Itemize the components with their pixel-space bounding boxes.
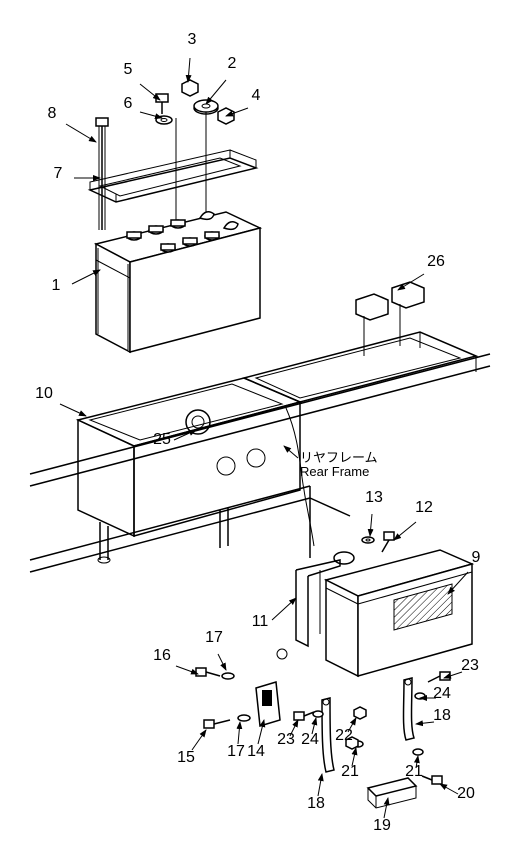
callout-line xyxy=(370,514,372,536)
callout-line xyxy=(192,730,206,750)
callout-number: 23 xyxy=(461,657,479,674)
callout-line xyxy=(140,84,160,100)
callout-number: 22 xyxy=(335,727,353,744)
callout-number: 26 xyxy=(427,253,445,270)
callout-number: 3 xyxy=(188,31,197,48)
part-straps-18 xyxy=(322,678,414,772)
callout-number: 16 xyxy=(153,647,171,664)
part-fasteners-lower-right xyxy=(294,672,450,784)
exploded-diagram: 1234567891011121314151617171818192021212… xyxy=(0,0,522,866)
callout-number: 4 xyxy=(252,87,261,104)
rear-frame xyxy=(30,354,490,572)
callout-line xyxy=(188,58,190,82)
callout-line xyxy=(176,666,198,674)
callout-number: 12 xyxy=(415,499,433,516)
callout-line xyxy=(416,722,434,724)
callout-number: 18 xyxy=(433,707,451,724)
callout-line xyxy=(440,784,458,794)
part-12-13 xyxy=(362,532,394,552)
callout-number: 21 xyxy=(405,763,423,780)
callout-number: 25 xyxy=(153,431,171,448)
callout-number: 1 xyxy=(52,277,61,294)
callout-number: 24 xyxy=(301,731,319,748)
callout-number: 19 xyxy=(373,817,391,834)
callout-line xyxy=(394,522,416,540)
part-box-right xyxy=(326,550,472,676)
callout-number: 9 xyxy=(472,549,481,566)
callout-number: 24 xyxy=(433,685,451,702)
callout-number: 17 xyxy=(205,629,223,646)
part-bolt-long xyxy=(96,118,108,230)
callout-line xyxy=(384,798,388,818)
callout-line xyxy=(206,80,226,104)
callout-number: 6 xyxy=(124,95,133,112)
part-cover-19 xyxy=(368,778,416,808)
callout-number: 11 xyxy=(252,613,269,630)
annotation-jp: リヤフレーム xyxy=(300,450,378,465)
callout-line xyxy=(318,774,322,796)
callout-number: 20 xyxy=(457,785,475,802)
callout-number: 15 xyxy=(177,749,195,766)
annotation-en: Rear Frame xyxy=(300,464,369,479)
callout-line xyxy=(272,598,296,620)
part-fastener-cluster xyxy=(156,80,234,124)
callout-number: 5 xyxy=(124,61,133,78)
callout-number: 21 xyxy=(341,763,359,780)
callout-line xyxy=(218,654,226,670)
callout-number: 13 xyxy=(365,489,383,506)
callout-number: 2 xyxy=(228,55,237,72)
callout-number: 17 xyxy=(227,743,245,760)
callout-number: 10 xyxy=(35,385,53,402)
part-14-17 xyxy=(196,649,287,728)
callout-line xyxy=(66,124,96,142)
callout-number: 7 xyxy=(54,165,63,182)
callout-number: 14 xyxy=(247,743,265,760)
callout-number: 8 xyxy=(48,105,57,122)
part-brackets-26 xyxy=(356,282,424,356)
callout-number: 18 xyxy=(307,795,325,812)
callout-line xyxy=(238,722,240,744)
callout-number: 23 xyxy=(277,731,295,748)
callout-line xyxy=(140,112,162,118)
part-battery xyxy=(96,212,260,352)
callout-line xyxy=(60,404,86,416)
part-tray-left xyxy=(78,378,300,563)
